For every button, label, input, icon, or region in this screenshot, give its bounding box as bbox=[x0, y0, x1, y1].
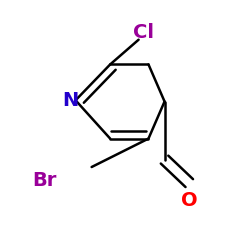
Text: O: O bbox=[181, 191, 198, 210]
Text: N: N bbox=[62, 91, 79, 110]
Text: Cl: Cl bbox=[133, 23, 154, 42]
Text: Br: Br bbox=[32, 171, 57, 190]
